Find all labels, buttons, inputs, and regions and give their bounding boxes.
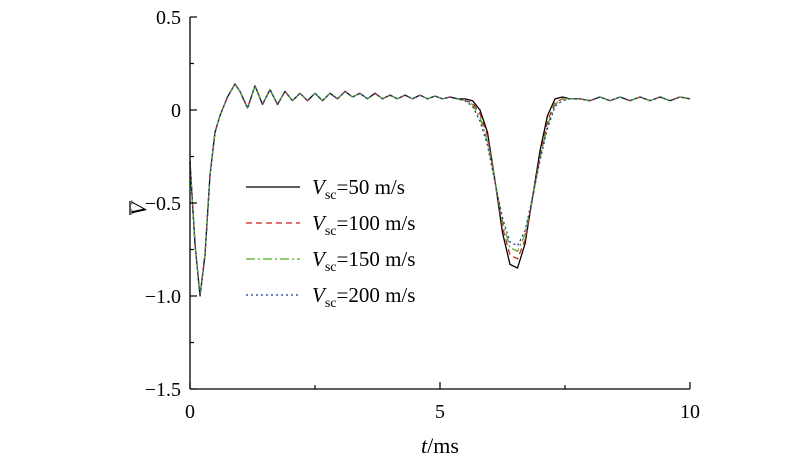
series-line-4 (189, 83, 691, 297)
axes (189, 17, 690, 390)
ticks (189, 16, 691, 390)
legend-label-1: Vsc=50 m/s (312, 175, 405, 203)
series-line-2 (189, 83, 691, 297)
y-axis-label: V (126, 200, 151, 216)
series-line-1 (189, 83, 691, 297)
y-tick-label: −1.0 (145, 286, 181, 308)
x-axis-label: t/ms (421, 433, 459, 458)
y-tick-label: −1.5 (145, 379, 181, 401)
plot-lines (189, 83, 691, 297)
x-tick-label: 10 (680, 401, 700, 423)
tick-labels: 0 5 10 −1.5 −1.0 −0.5 0 0.5 (145, 7, 700, 423)
y-tick-label: 0.5 (156, 7, 181, 29)
svg-text:V: V (126, 200, 151, 216)
y-tick-label: −0.5 (145, 193, 181, 215)
series-line-3 (189, 83, 691, 297)
legend-label-2: Vsc=100 m/s (312, 211, 415, 239)
x-tick-label: 0 (185, 401, 195, 423)
y-tick-label: 0 (171, 100, 181, 122)
x-tick-label: 5 (435, 401, 445, 423)
legend-label-4: Vsc=200 m/s (312, 283, 415, 311)
legend: Vsc=50 m/s Vsc=100 m/s Vsc=150 m/s Vsc=200 … (246, 175, 415, 311)
legend-label-3: Vsc=150 m/s (312, 247, 415, 275)
